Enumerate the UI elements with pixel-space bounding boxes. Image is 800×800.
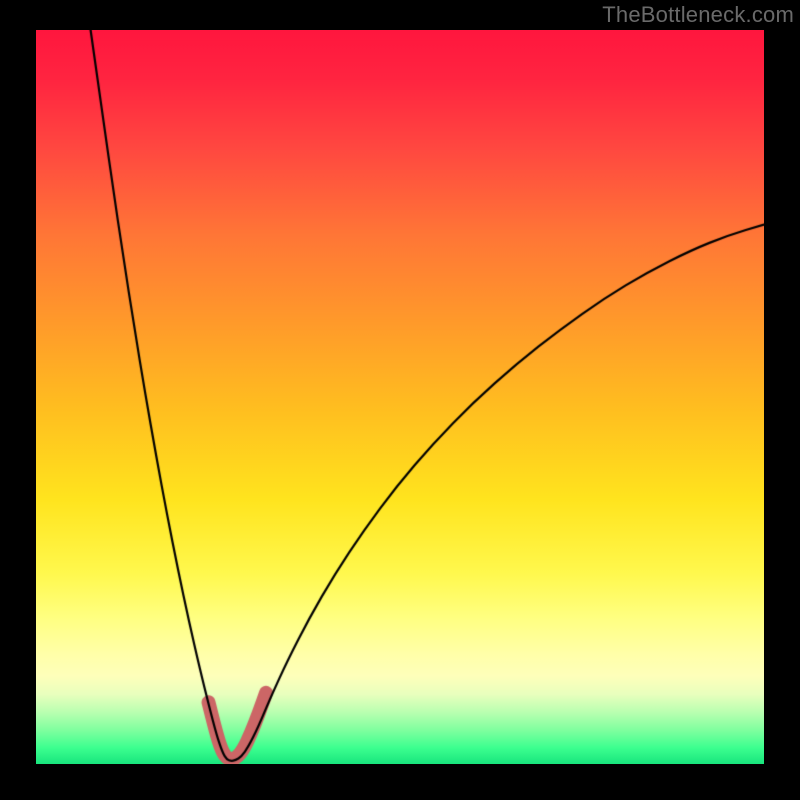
watermark-text: TheBottleneck.com: [602, 2, 794, 28]
chart-stage: TheBottleneck.com: [0, 0, 800, 800]
bottleneck-curve-canvas: [36, 30, 764, 764]
plot-area: [36, 30, 764, 764]
